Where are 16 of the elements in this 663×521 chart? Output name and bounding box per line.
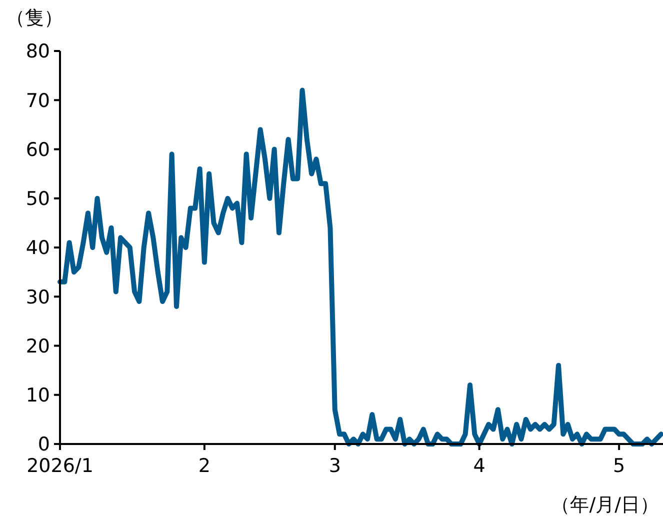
x-tick-label: 2 bbox=[198, 455, 210, 477]
x-tick-label: 3 bbox=[328, 455, 341, 477]
y-tick-label: 50 bbox=[26, 188, 50, 210]
y-tick-label: 0 bbox=[38, 434, 50, 456]
y-tick-label: 40 bbox=[26, 237, 50, 260]
y-tick-label: 60 bbox=[26, 138, 50, 161]
y-tick-label: 10 bbox=[26, 384, 50, 407]
y-axis-title: （隻） bbox=[6, 7, 63, 29]
y-tick-label: 30 bbox=[26, 286, 50, 308]
x-axis-title: （年/月/日） bbox=[551, 494, 659, 516]
x-tick-label: 5 bbox=[613, 455, 626, 477]
x-tick-label: 4 bbox=[473, 455, 486, 477]
y-tick-label: 70 bbox=[26, 90, 50, 112]
y-tick-label: 20 bbox=[26, 335, 50, 358]
y-tick-label: 80 bbox=[26, 40, 50, 63]
x-tick-label: 2026/1 bbox=[26, 455, 94, 477]
